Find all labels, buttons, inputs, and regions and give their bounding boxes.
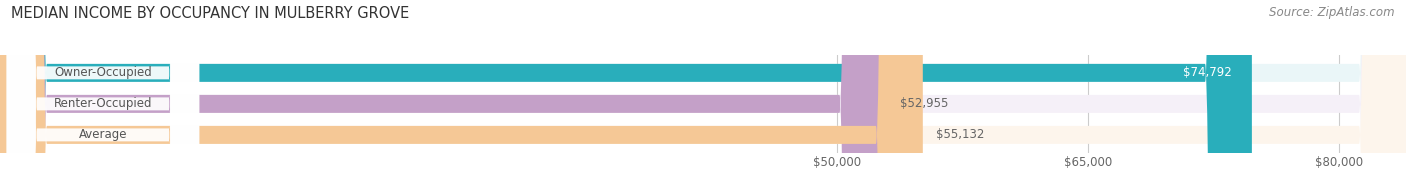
Text: $55,132: $55,132: [936, 128, 984, 141]
Text: Average: Average: [79, 128, 127, 141]
Text: MEDIAN INCOME BY OCCUPANCY IN MULBERRY GROVE: MEDIAN INCOME BY OCCUPANCY IN MULBERRY G…: [11, 6, 409, 21]
FancyBboxPatch shape: [0, 0, 1251, 196]
FancyBboxPatch shape: [0, 0, 922, 196]
Text: Owner-Occupied: Owner-Occupied: [53, 66, 152, 79]
Text: $74,792: $74,792: [1182, 66, 1232, 79]
FancyBboxPatch shape: [7, 0, 200, 196]
FancyBboxPatch shape: [0, 0, 886, 196]
Text: $52,955: $52,955: [900, 97, 948, 110]
FancyBboxPatch shape: [7, 0, 200, 196]
FancyBboxPatch shape: [7, 0, 200, 196]
Text: Source: ZipAtlas.com: Source: ZipAtlas.com: [1270, 6, 1395, 19]
Text: Renter-Occupied: Renter-Occupied: [53, 97, 152, 110]
